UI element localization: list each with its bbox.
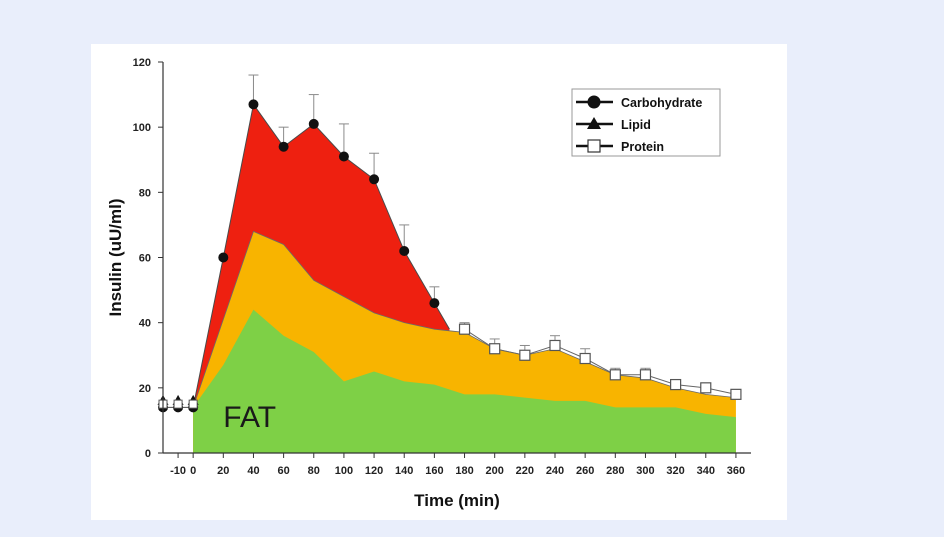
protein-point: [489, 343, 501, 355]
carbohydrate-point: [308, 118, 319, 129]
chart-legend: Carbohydrate Lipid Protein: [571, 88, 721, 157]
x-tick-label: 200: [486, 465, 504, 477]
carbohydrate-point: [218, 252, 229, 263]
carbohydrate-point: [278, 141, 289, 152]
y-tick-label: 20: [139, 383, 151, 395]
insulin-chart: -10 0 20 40 60 80 100 120 140 160 180 200 220 240 260 2…: [106, 57, 751, 510]
protein-point: [670, 378, 682, 391]
legend-circle-marker: [587, 95, 601, 109]
chart-card: -10 0 20 40 60 80 100 120 140 160 180 200 220 240 260 2…: [91, 44, 787, 520]
carbohydrate-point: [399, 245, 410, 256]
legend-square-marker: [587, 139, 601, 153]
carbohydrate-point: [369, 174, 380, 185]
legend-triangle-marker: [587, 117, 601, 129]
x-tick-label: 240: [546, 465, 564, 477]
carbohydrate-point: [248, 99, 259, 110]
x-tick-label: 220: [516, 465, 534, 477]
y-axis-title: Insulin (uU/ml): [106, 198, 125, 316]
x-tick-label: 300: [636, 465, 654, 477]
x-tick-label: 120: [365, 465, 383, 477]
x-tick-label: 60: [277, 465, 289, 477]
y-tick-label: 100: [133, 122, 151, 134]
y-tick-label: 0: [145, 448, 151, 460]
protein-area: [193, 309, 736, 453]
x-tick-label: 140: [395, 465, 413, 477]
legend-label-protein: Protein: [621, 140, 664, 154]
x-tick-label: 0: [190, 465, 196, 477]
x-tick-label: 280: [606, 465, 624, 477]
protein-point: [730, 388, 742, 400]
x-tick-label: 180: [455, 465, 473, 477]
y-tick-label: 60: [139, 253, 151, 265]
x-tick-label: 40: [247, 465, 259, 477]
protein-point: [639, 369, 652, 381]
x-tick-label: 260: [576, 465, 594, 477]
protein-point: [458, 323, 471, 335]
protein-point: [519, 349, 531, 361]
x-tick-label: 340: [697, 465, 715, 477]
x-axis-title: Time (min): [414, 491, 500, 510]
protein-point: [173, 399, 183, 409]
protein-line: [464, 328, 737, 395]
fat-band-label: FAT: [223, 401, 276, 434]
protein-point: [549, 339, 561, 352]
protein-point: [700, 382, 712, 394]
x-tick-label: 80: [308, 465, 320, 477]
protein-point: [609, 369, 621, 381]
legend-label-lipid: Lipid: [621, 118, 651, 132]
y-tick-label: 120: [133, 57, 151, 69]
x-tick-label: -10: [170, 465, 186, 477]
y-tick-label: 80: [139, 187, 151, 199]
x-tick-label: 360: [727, 465, 745, 477]
carbohydrate-point: [338, 151, 349, 162]
legend-label-carbohydrate: Carbohydrate: [621, 96, 702, 110]
x-tick-label: 320: [666, 465, 684, 477]
x-tick-label: 100: [335, 465, 353, 477]
protein-point: [188, 399, 198, 409]
x-tick-label: 20: [217, 465, 229, 477]
x-tick-label: 160: [425, 465, 443, 477]
carbohydrate-point: [429, 298, 440, 309]
protein-point: [579, 352, 591, 365]
y-tick-label: 40: [139, 318, 151, 330]
